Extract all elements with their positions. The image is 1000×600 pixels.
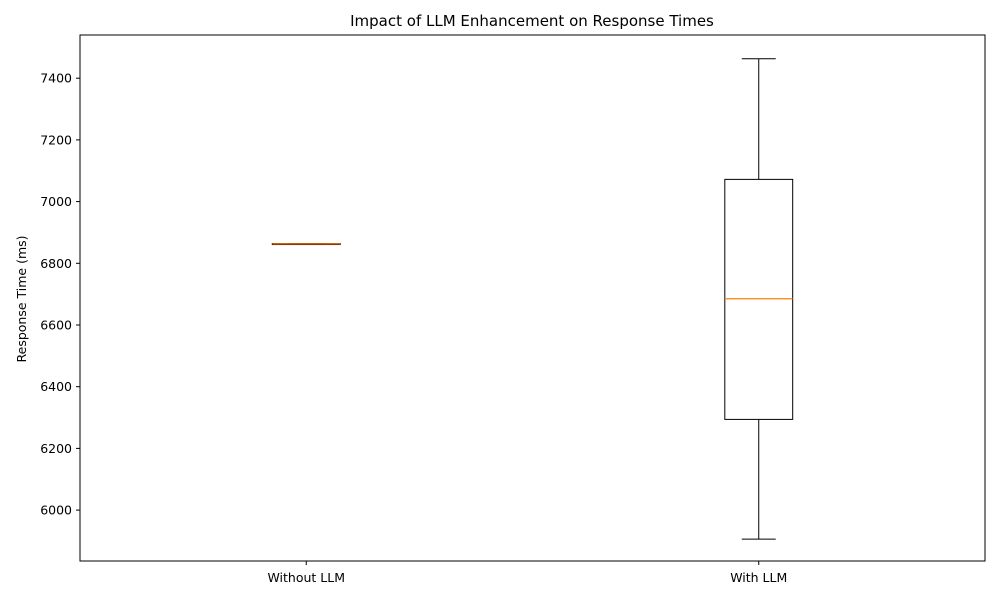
- chart-title: Impact of LLM Enhancement on Response Ti…: [350, 12, 714, 30]
- y-tick-label: 7200: [40, 132, 72, 147]
- x-axis-ticks: Without LLM With LLM: [267, 561, 787, 585]
- y-tick-label: 6200: [40, 441, 72, 456]
- y-axis-label: Response Time (ms): [14, 235, 29, 362]
- y-tick-label: 6800: [40, 256, 72, 271]
- x-tick-label: With LLM: [730, 570, 787, 585]
- y-tick-label: 7000: [40, 194, 72, 209]
- y-tick-label: 6600: [40, 317, 72, 332]
- plot-area-frame: [79, 34, 986, 562]
- y-axis-ticks: 6000 6200 6400 6600 6800 7000 7200 7400: [40, 71, 80, 518]
- box: [724, 178, 794, 420]
- x-tick-label: Without LLM: [267, 570, 345, 585]
- y-tick-label: 7400: [40, 71, 72, 86]
- y-tick-label: 6400: [40, 379, 72, 394]
- y-tick-label: 6000: [40, 503, 72, 518]
- box-group: [271, 243, 341, 246]
- box-series: [271, 58, 794, 540]
- box-group: [724, 58, 794, 540]
